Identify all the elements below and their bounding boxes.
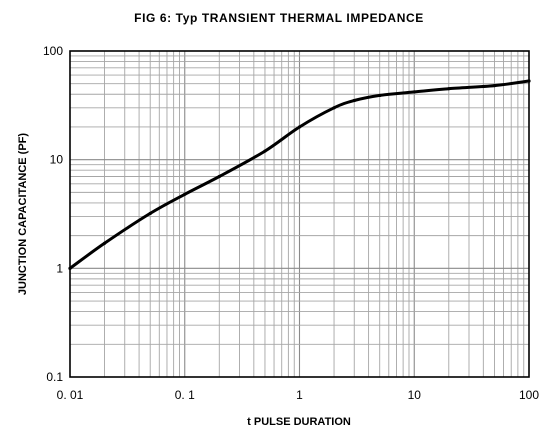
data-point bbox=[447, 87, 451, 91]
series-line bbox=[68, 79, 531, 270]
x-tick-labels: 0. 01 0. 1 1 10 100 bbox=[57, 388, 540, 402]
data-point bbox=[68, 266, 72, 270]
chart-title: FIG 6: Typ TRANSIENT THERMAL IMPEDANCE bbox=[134, 11, 424, 25]
y-tick-labels: 0.1 1 10 100 bbox=[43, 44, 63, 384]
y-tick-label: 1 bbox=[56, 261, 63, 275]
data-point bbox=[148, 211, 152, 216]
data-point bbox=[527, 79, 531, 83]
grid bbox=[70, 51, 529, 377]
data-point bbox=[378, 93, 382, 98]
x-tick-label: 1 bbox=[296, 388, 303, 402]
data-point bbox=[412, 90, 416, 94]
y-tick-label: 100 bbox=[43, 44, 63, 58]
plot-frame bbox=[69, 50, 530, 378]
y-axis-label: JUNCTION CAPACITANCE (PF) bbox=[17, 133, 29, 295]
x-axis-label: t PULSE DURATION bbox=[247, 416, 351, 428]
x-tick-label: 0. 1 bbox=[175, 388, 195, 402]
data-point bbox=[332, 106, 336, 110]
y-tick-label: 0.1 bbox=[46, 370, 63, 384]
x-tick-label: 0. 01 bbox=[57, 388, 84, 402]
x-tick-label: 100 bbox=[519, 388, 539, 402]
data-point bbox=[183, 192, 187, 196]
data-point bbox=[492, 84, 497, 88]
data-point bbox=[297, 125, 302, 129]
data-point bbox=[263, 149, 267, 153]
data-points bbox=[68, 79, 531, 270]
data-point bbox=[352, 98, 356, 103]
data-point bbox=[217, 174, 221, 179]
y-tick-label: 10 bbox=[50, 153, 64, 167]
data-point bbox=[102, 241, 107, 245]
x-tick-label: 10 bbox=[408, 388, 422, 402]
